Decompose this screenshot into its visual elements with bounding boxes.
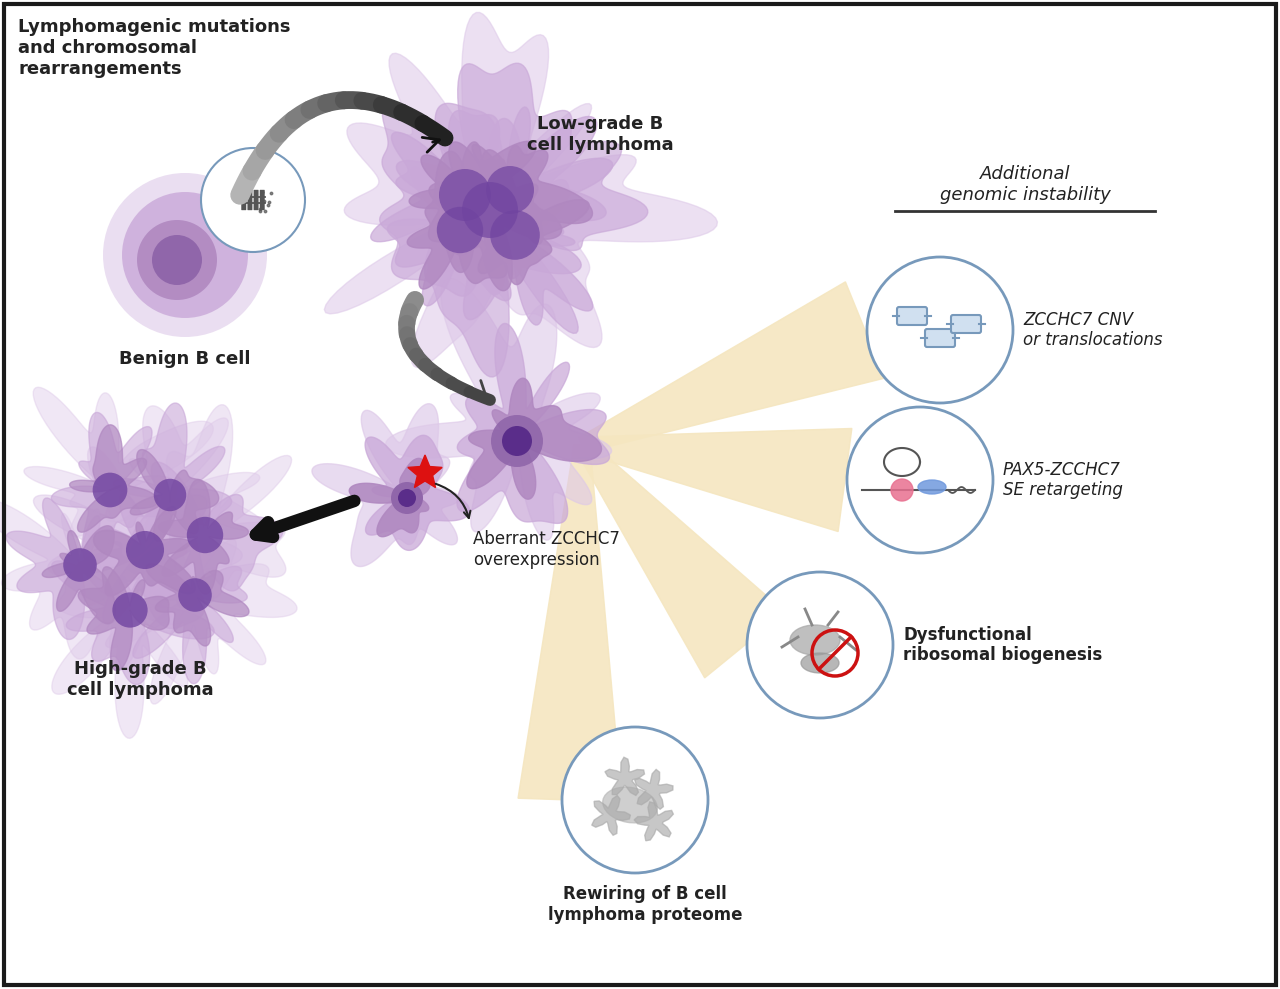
Polygon shape <box>410 141 539 272</box>
Text: ZCCHC7 CNV
or translocations: ZCCHC7 CNV or translocations <box>1023 311 1162 349</box>
Circle shape <box>486 166 534 214</box>
Text: Aberrant ZCCHC7
overexpression: Aberrant ZCCHC7 overexpression <box>474 530 620 569</box>
Circle shape <box>92 473 128 507</box>
Circle shape <box>122 192 248 318</box>
Circle shape <box>113 592 147 628</box>
Polygon shape <box>467 378 602 499</box>
Polygon shape <box>388 160 581 306</box>
Circle shape <box>462 182 518 238</box>
Ellipse shape <box>918 480 946 494</box>
Polygon shape <box>6 498 143 640</box>
Polygon shape <box>137 462 283 607</box>
Polygon shape <box>24 388 214 575</box>
Circle shape <box>847 407 993 553</box>
Polygon shape <box>69 425 157 532</box>
Circle shape <box>102 173 268 337</box>
Polygon shape <box>457 323 609 523</box>
Polygon shape <box>51 561 214 684</box>
Polygon shape <box>397 103 613 295</box>
Polygon shape <box>131 450 219 541</box>
Circle shape <box>187 517 223 553</box>
Text: Rewiring of B cell
lymphoma proteome: Rewiring of B cell lymphoma proteome <box>548 885 742 924</box>
Polygon shape <box>429 142 562 291</box>
Polygon shape <box>105 508 297 704</box>
Polygon shape <box>33 447 242 671</box>
Text: PAX5-ZCCHC7
SE retargeting: PAX5-ZCCHC7 SE retargeting <box>1004 461 1123 499</box>
Text: High-grade B
cell lymphoma: High-grade B cell lymphoma <box>67 660 214 699</box>
Circle shape <box>178 579 211 612</box>
Text: Dysfunctional
ribosomal biogenesis: Dysfunctional ribosomal biogenesis <box>902 626 1102 665</box>
Polygon shape <box>52 514 206 739</box>
Polygon shape <box>576 440 786 677</box>
Polygon shape <box>312 404 460 567</box>
Circle shape <box>867 257 1012 403</box>
FancyBboxPatch shape <box>897 307 927 325</box>
Circle shape <box>436 207 484 253</box>
Polygon shape <box>634 802 673 841</box>
Polygon shape <box>591 795 630 836</box>
Polygon shape <box>76 494 207 629</box>
Ellipse shape <box>790 625 840 655</box>
Polygon shape <box>105 405 265 581</box>
Circle shape <box>748 572 893 718</box>
Polygon shape <box>146 564 250 646</box>
Polygon shape <box>518 445 622 802</box>
Polygon shape <box>42 526 115 624</box>
FancyBboxPatch shape <box>247 190 252 211</box>
Circle shape <box>439 169 492 221</box>
Circle shape <box>201 148 305 252</box>
Polygon shape <box>443 119 593 325</box>
Circle shape <box>562 727 708 873</box>
Polygon shape <box>457 149 589 285</box>
Circle shape <box>154 479 187 511</box>
Polygon shape <box>365 435 470 550</box>
Circle shape <box>398 489 416 507</box>
Circle shape <box>390 482 422 514</box>
FancyBboxPatch shape <box>253 190 259 211</box>
Polygon shape <box>407 151 507 289</box>
Polygon shape <box>159 480 248 594</box>
Polygon shape <box>78 567 169 671</box>
Circle shape <box>502 426 532 456</box>
Polygon shape <box>605 758 645 795</box>
Polygon shape <box>422 107 607 279</box>
FancyBboxPatch shape <box>242 190 246 211</box>
Ellipse shape <box>603 787 657 823</box>
Polygon shape <box>581 428 852 531</box>
Circle shape <box>125 531 164 569</box>
Ellipse shape <box>801 653 838 673</box>
Circle shape <box>891 479 913 501</box>
Circle shape <box>492 415 543 467</box>
Circle shape <box>137 220 218 300</box>
Polygon shape <box>349 458 430 537</box>
FancyBboxPatch shape <box>260 190 265 211</box>
Polygon shape <box>380 63 648 377</box>
Polygon shape <box>0 498 180 659</box>
Text: Low-grade B
cell lymphoma: Low-grade B cell lymphoma <box>526 115 673 154</box>
Polygon shape <box>51 412 177 566</box>
Polygon shape <box>93 506 196 595</box>
Polygon shape <box>371 111 547 296</box>
Text: Additional
genomic instability: Additional genomic instability <box>940 165 1110 204</box>
Polygon shape <box>454 144 593 247</box>
Polygon shape <box>579 282 884 452</box>
Text: Lymphomagenic mutations
and chromosomal
rearrangements: Lymphomagenic mutations and chromosomal … <box>18 18 291 77</box>
Polygon shape <box>385 278 612 540</box>
Polygon shape <box>128 405 292 620</box>
Text: Benign B cell: Benign B cell <box>119 350 251 368</box>
Polygon shape <box>635 769 673 809</box>
FancyBboxPatch shape <box>925 329 955 347</box>
Circle shape <box>490 211 540 260</box>
Polygon shape <box>408 455 442 488</box>
FancyBboxPatch shape <box>951 315 980 333</box>
Circle shape <box>152 235 202 285</box>
Polygon shape <box>133 518 247 683</box>
Circle shape <box>63 548 97 582</box>
Polygon shape <box>324 13 717 368</box>
Polygon shape <box>113 404 232 558</box>
